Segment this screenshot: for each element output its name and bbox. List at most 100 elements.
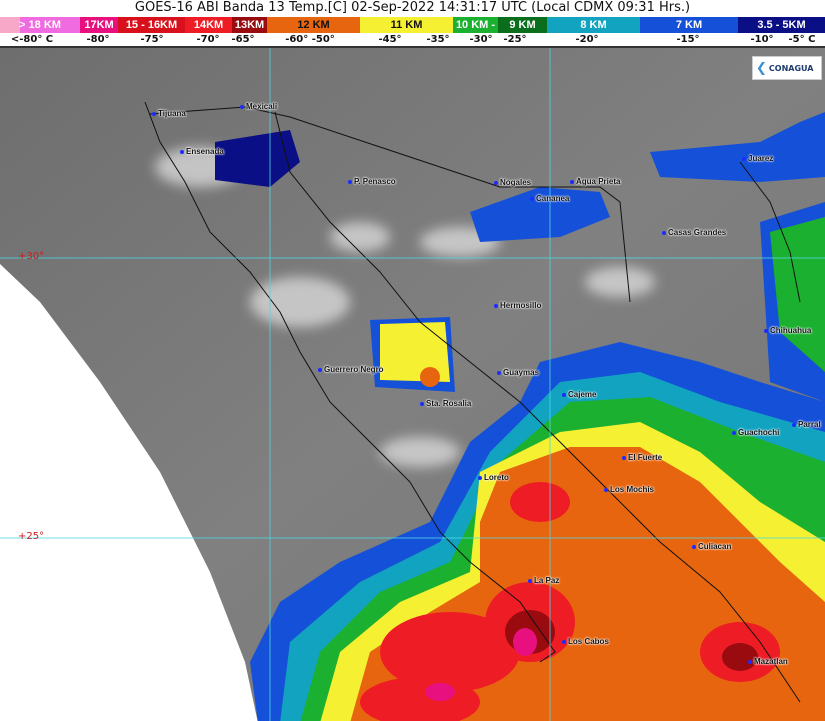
no-data-region (0, 264, 258, 721)
city-name: Parral (798, 420, 821, 429)
city-marker-icon (604, 487, 608, 492)
city-name: Loreto (484, 473, 509, 482)
temp-label: -5° C (788, 34, 816, 45)
legend-8km: 8 KM (547, 17, 640, 33)
city-name: Guachochi (738, 428, 780, 437)
city-name: Nogales (500, 178, 532, 187)
city-label: Agua Prieta (570, 177, 620, 187)
city-name: Guaymas (503, 368, 540, 377)
latitude-label-25: +25° (18, 531, 45, 542)
satellite-imagery (0, 48, 825, 721)
satellite-image: +30° +25° ❮ CONAGUA Tijuana Mexicali Ensen… (0, 46, 825, 721)
city-marker-icon (742, 156, 746, 161)
altitude-color-legend: > 18 KM 17KM 15 - 16KM 14KM 13KM 12 KM 1… (0, 17, 825, 33)
city-name: Agua Prieta (576, 177, 621, 186)
city-label: Los Mochis (604, 485, 654, 495)
city-name: Hermosillo (500, 301, 542, 310)
image-title: GOES-16 ABI Banda 13 Temp.[C] 02-Sep-202… (134, 0, 691, 15)
cold-cloud-patch (215, 130, 300, 187)
city-marker-icon (622, 455, 626, 460)
latitude-label-30: +30° (18, 251, 45, 262)
city-marker-icon (764, 328, 768, 333)
city-label: Guerrero Negro (318, 365, 384, 375)
city-name: Sta. Rosalia (426, 399, 472, 408)
city-label: Tijuana (152, 109, 186, 119)
city-marker-icon (497, 370, 501, 375)
city-label: Nogales (494, 178, 531, 188)
city-marker-icon (792, 422, 796, 427)
graticule (0, 48, 825, 721)
city-label: P. Penasco (348, 177, 396, 187)
coastlines (144, 101, 801, 703)
city-marker-icon (478, 475, 482, 480)
city-name: Guerrero Negro (324, 365, 384, 374)
city-name: Los Mochis (610, 485, 655, 494)
city-label: Hermosillo (494, 301, 541, 311)
city-name: Casas Grandes (668, 228, 727, 237)
temp-label: -45° (378, 34, 402, 45)
city-marker-icon (530, 196, 534, 201)
city-label: Culiacan (692, 542, 731, 552)
legend-12km: 12 KM (267, 17, 360, 33)
city-name: Mexicali (246, 102, 278, 111)
city-label: Los Cabos (562, 637, 609, 647)
temp-label: -25° (503, 34, 527, 45)
temp-label: -30° (469, 34, 493, 45)
city-label: Sta. Rosalia (420, 399, 471, 409)
temp-label: -60° -50° (285, 34, 335, 45)
city-label: Chihuahua (764, 326, 811, 336)
temp-label: -35° (426, 34, 450, 45)
city-label: Juarez (742, 154, 773, 164)
temp-label: -75° (140, 34, 164, 45)
city-name: Culiacan (698, 542, 732, 551)
city-marker-icon (420, 401, 424, 406)
temp-label: -20° (575, 34, 599, 45)
city-marker-icon (152, 111, 156, 116)
city-marker-icon (562, 639, 566, 644)
temp-label: -15° (676, 34, 700, 45)
city-name: Juarez (748, 154, 774, 163)
city-name: Cajeme (568, 390, 597, 399)
city-marker-icon (240, 104, 244, 109)
city-label: Mazatlan (748, 657, 788, 667)
legend-15-16km: 15 - 16KM (118, 17, 185, 33)
city-label: Parral (792, 420, 821, 430)
city-marker-icon (348, 179, 352, 184)
city-marker-icon (180, 149, 184, 154)
cloud-17km (425, 628, 537, 701)
city-label: Guachochi (732, 428, 779, 438)
city-name: Cananea (536, 194, 570, 203)
city-label: Cananea (530, 194, 569, 204)
city-marker-icon (662, 230, 666, 235)
city-label: Guaymas (497, 368, 539, 378)
legend-17km: 17KM (80, 17, 118, 33)
legend-18km: > 18 KM (0, 17, 80, 33)
city-label: Casas Grandes (662, 228, 726, 238)
legend-13km: 13KM (232, 17, 267, 33)
legend-14km: 14KM (185, 17, 232, 33)
city-marker-icon (732, 430, 736, 435)
city-name: Tijuana (158, 109, 186, 118)
temp-label: -70° (196, 34, 220, 45)
city-marker-icon (562, 392, 566, 397)
city-name: La Paz (534, 576, 560, 585)
city-label: Mexicali (240, 102, 277, 112)
temperature-scale: <-80° C -80° -75° -70° -65° -60° -50° -4… (0, 33, 825, 46)
city-name: Mazatlan (754, 657, 788, 666)
city-marker-icon (318, 367, 322, 372)
city-marker-icon (528, 578, 532, 583)
city-marker-icon (570, 179, 574, 184)
city-name: P. Penasco (354, 177, 396, 186)
temp-label: -80° (86, 34, 110, 45)
temp-label: <-80° C (10, 34, 54, 45)
conagua-logo-icon: ❮ (756, 60, 767, 76)
city-marker-icon (494, 303, 498, 308)
city-label: La Paz (528, 576, 559, 586)
city-name: El Fuerte (628, 453, 663, 462)
legend-7km: 7 KM (640, 17, 738, 33)
city-name: Los Cabos (568, 637, 609, 646)
city-marker-icon (748, 659, 752, 664)
legend-9km: 9 KM (498, 17, 547, 33)
city-name: Ensenada (186, 147, 224, 156)
city-name: Chihuahua (770, 326, 812, 335)
